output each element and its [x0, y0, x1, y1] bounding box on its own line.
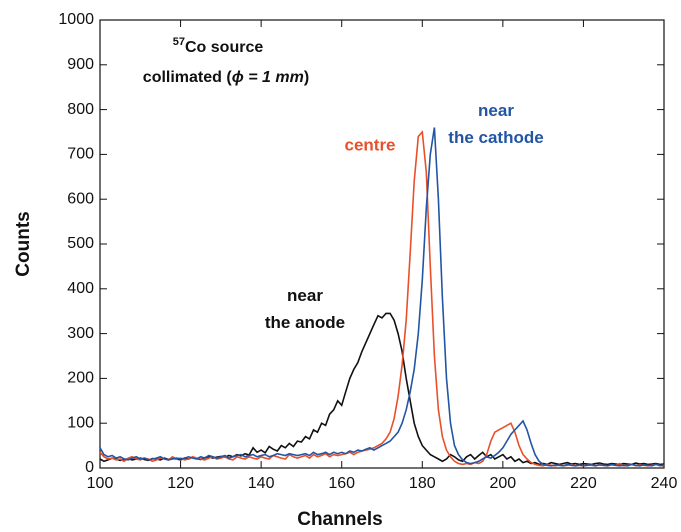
- series-line: [99, 130, 665, 467]
- y-axis-label: Counts: [13, 211, 34, 276]
- series-label: near the cathode: [448, 101, 543, 147]
- annotation-part: collimated (: [143, 69, 233, 86]
- annotation-part: ): [304, 69, 309, 86]
- x-tick-label: 100: [87, 475, 114, 492]
- annotation-part: Co source: [185, 39, 263, 56]
- y-tick-label: 800: [67, 101, 94, 118]
- x-tick-label: 240: [651, 475, 678, 492]
- plot-frame: [99, 19, 665, 469]
- annotation-part: ϕ = 1 mm: [232, 69, 304, 86]
- y-tick-label: 300: [67, 325, 94, 342]
- y-tick-label: 700: [67, 146, 94, 163]
- x-axis-label: Channels: [297, 509, 383, 530]
- series-label: centre: [344, 135, 395, 154]
- annotation: 57Co source: [173, 36, 264, 56]
- y-tick-label: 0: [85, 459, 94, 476]
- series-line: [99, 127, 665, 467]
- y-tick-label: 200: [67, 370, 94, 387]
- annotation: collimated (ϕ = 1 mm): [143, 69, 309, 86]
- y-tick-label: 1000: [58, 11, 94, 28]
- y-tick-label: 600: [67, 190, 94, 207]
- series-line: [99, 312, 665, 466]
- y-tick-label: 900: [67, 56, 94, 73]
- annotation-part: 57: [173, 36, 185, 48]
- x-tick-label: 200: [490, 475, 517, 492]
- y-tick-label: 100: [67, 414, 94, 431]
- series-label: near the anode: [265, 286, 345, 332]
- y-tick-label: 400: [67, 280, 94, 297]
- x-tick-label: 120: [167, 475, 194, 492]
- x-tick-label: 180: [409, 475, 436, 492]
- x-tick-label: 220: [570, 475, 597, 492]
- x-tick-label: 160: [328, 475, 355, 492]
- x-tick-label: 140: [248, 475, 275, 492]
- y-tick-label: 500: [67, 235, 94, 252]
